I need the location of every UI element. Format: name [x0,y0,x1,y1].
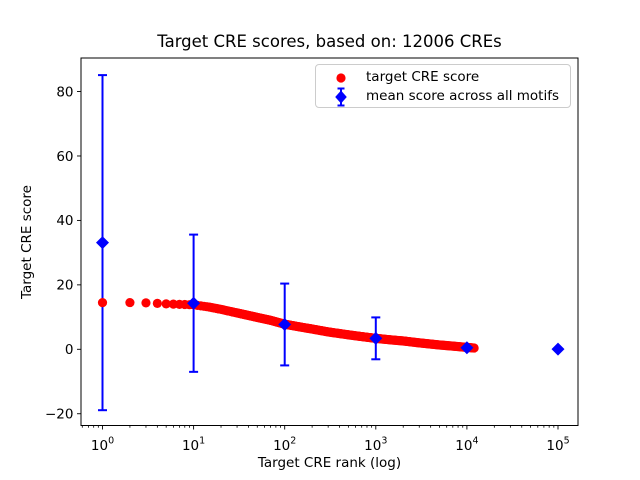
y-axis-label: Target CRE score [19,185,35,299]
y-tick-label: 80 [56,84,73,100]
target-cre-score-dot [141,298,151,308]
x-tick-label: 104 [455,436,478,455]
x-tick-label: 103 [364,436,387,455]
mean-score-diamond [369,331,383,345]
mean-score-diamond [460,341,474,355]
x-tick-label: 100 [91,436,114,455]
x-tick-label: 101 [182,436,205,455]
legend-item-mean-score: mean score across all motifs [316,87,570,106]
legend-label-mean-score: mean score across all motifs [366,87,560,104]
target-cre-score-dot [469,343,479,353]
blue-diamond-errorbar-icon [316,87,366,107]
y-tick-label: 0 [65,342,74,358]
chart-title: Target CRE scores, based on: 12006 CREs [157,32,502,51]
red-circle-marker-icon [316,71,366,85]
legend-label-target-cre-score: target CRE score [366,68,480,85]
legend-item-target-cre-score: target CRE score [316,68,570,87]
y-tick-label: −20 [45,407,74,423]
target-cre-score-dot [152,298,162,308]
x-axis-label: Target CRE rank (log) [257,455,402,471]
y-tick-label: 60 [56,149,73,165]
target-cre-score-dot [97,297,108,308]
mean-score-diamond [96,236,109,250]
legend: target CRE score mean score across all m… [315,64,571,108]
mean-score-diamond [551,342,565,356]
legend-diamond-glyph [335,90,347,103]
mean-score-diamond [278,317,292,331]
x-tick-label: 105 [546,436,569,455]
plot-frame [80,57,579,426]
legend-circle-glyph [336,72,346,83]
target-cre-score-dot [125,297,135,308]
x-tick-label: 102 [273,436,296,455]
y-tick-label: 20 [56,278,73,294]
y-tick-label: 40 [56,213,73,229]
target-cre-score-dot [161,299,171,309]
mean-score-diamond [187,296,201,310]
